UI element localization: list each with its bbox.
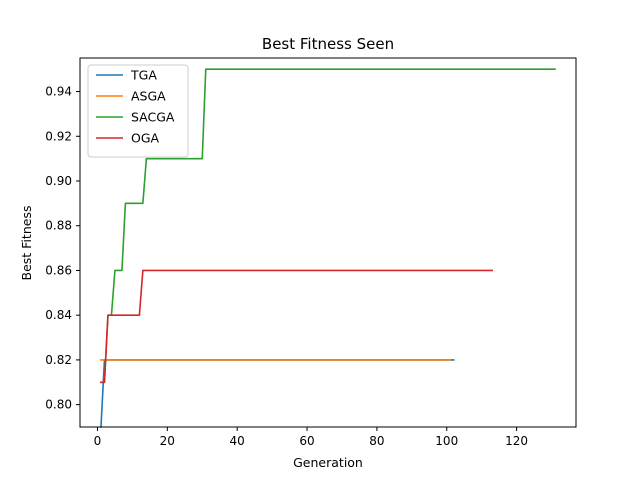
legend-label-sacga: SACGA: [131, 110, 175, 125]
x-axis-title: Generation: [293, 455, 363, 470]
x-tick-label: 40: [230, 434, 245, 448]
y-tick-label: 0.86: [45, 263, 72, 277]
y-tick-label: 0.88: [45, 219, 72, 233]
x-tick-label: 80: [369, 434, 384, 448]
x-axis-ticks: 0 20 40 60 80 100 120: [94, 427, 528, 448]
y-tick-label: 0.80: [45, 398, 72, 412]
y-tick-label: 0.94: [45, 85, 72, 99]
legend: TGA ASGA SACGA OGA: [87, 64, 189, 158]
legend-label-oga: OGA: [131, 131, 160, 146]
plot-frame: [79, 57, 577, 428]
x-tick-label: 100: [435, 434, 458, 448]
y-axis-ticks: 0.80 0.82 0.84 0.86 0.88 0.90 0.92 0.94: [45, 85, 80, 412]
series-line-oga: [100, 269, 493, 384]
y-tick-label: 0.92: [45, 129, 72, 143]
x-tick-label: 20: [160, 434, 175, 448]
x-tick-label: 60: [299, 434, 314, 448]
y-tick-label: 0.84: [45, 308, 72, 322]
y-tick-label: 0.82: [45, 353, 72, 367]
legend-label-asga: ASGA: [131, 89, 166, 104]
legend-box: [87, 64, 189, 158]
series-layer: [100, 68, 556, 428]
x-tick-label: 0: [94, 434, 102, 448]
y-tick-label: 0.90: [45, 174, 72, 188]
legend-label-tga: TGA: [130, 68, 157, 83]
y-axis-title: Best Fitness: [19, 206, 34, 281]
x-tick-label: 120: [505, 434, 528, 448]
chart-title: Best Fitness Seen: [262, 35, 394, 53]
